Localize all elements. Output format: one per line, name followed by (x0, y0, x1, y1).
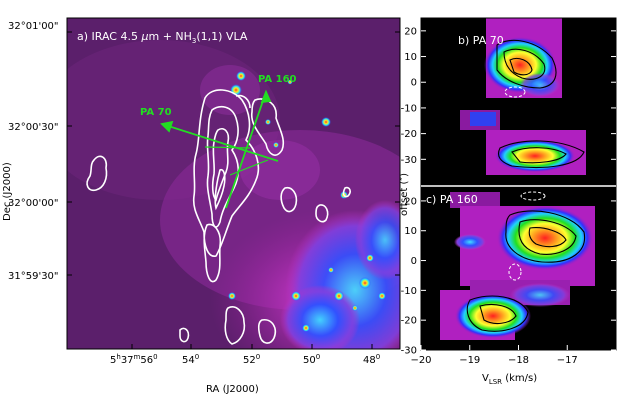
panel-c: c) PA 160 20 10 0 -10 -20 -30 −20 −19 −18 −17 VL… (401, 185, 617, 386)
panel-a-ticks (67, 31, 400, 349)
xtick-label: 540 (182, 353, 199, 366)
panel-a-xtick-labels: 5h37m560 540 520 500 480 (110, 353, 380, 366)
ytick-label: -10 (401, 103, 417, 114)
cut-line-pa-160 (225, 91, 267, 209)
panel-c-title: c) PA 160 (426, 193, 478, 206)
xtick-label: −20 (410, 355, 431, 366)
panel-b: b) PA 70 20 10 0 -10 -20 -30 offset (″) (399, 17, 617, 216)
ytick-label: 31°59'30" (8, 271, 59, 282)
xtick-label: −18 (508, 355, 529, 366)
ytick-label: -20 (401, 129, 417, 140)
pv-peak-c-lower (455, 294, 531, 338)
ytick-label: 0 (411, 78, 417, 89)
ytick-label: -10 (401, 286, 417, 297)
panel-b-image (421, 18, 616, 185)
panel-c-xlabel: VLSR (km/s) (482, 373, 537, 386)
cut-label-pa-70: PA 70 (140, 107, 172, 118)
panel-b-title: b) PA 70 (458, 34, 504, 47)
panel-a-title: a) IRAC 4.5 μm + NH3(1,1) VLA (77, 30, 248, 45)
xtick-label: 480 (363, 353, 380, 366)
ytick-label: -20 (401, 316, 417, 327)
xtick-label: −19 (459, 355, 480, 366)
panel-c-yaxis: 20 10 0 -10 -20 -30 (401, 196, 616, 357)
xtick-label: 500 (303, 353, 320, 366)
panel-b-ylabel: offset (″) (399, 173, 410, 216)
pv-peak-b-lower (495, 140, 575, 172)
panel-a-image (67, 18, 400, 349)
panel-a-ytick-labels: 32°01'00" 32°00'30" 32°00'00" 31°59'30" (8, 21, 59, 282)
cut-line-pa-70 (161, 123, 279, 162)
cut-arrow-pa-70 (160, 120, 174, 133)
xtick-label: 5h37m560 (110, 353, 158, 366)
ytick-label: 10 (404, 226, 417, 237)
ytick-label: -30 (401, 346, 417, 357)
panel-a-xlabel: RA (J2000) (206, 384, 259, 395)
panel-a-ylabel: Dec (J2000) (2, 162, 13, 221)
xtick-label: −17 (557, 355, 578, 366)
cut-arrow-pa-160 (260, 89, 272, 104)
ytick-label: 32°00'00" (8, 198, 59, 209)
panel-c-image (421, 186, 616, 350)
pv-peak-c-upper (497, 206, 593, 270)
ytick-label: 0 (411, 256, 417, 267)
ytick-label: -30 (401, 155, 417, 166)
pv-cut-lines (160, 89, 279, 209)
cut-label-pa-160: PA 160 (258, 74, 297, 85)
panel-b-yaxis: 20 10 0 -10 -20 -30 (401, 26, 616, 166)
ytick-label: 10 (404, 52, 417, 63)
ytick-label: 32°01'00" (8, 21, 59, 32)
ytick-label: 20 (404, 196, 417, 207)
ytick-label: 20 (404, 26, 417, 37)
panel-a: a) IRAC 4.5 μm + NH3(1,1) VLA PA 70 PA 1… (2, 17, 401, 395)
xtick-label: 520 (243, 353, 260, 366)
panel-c-xaxis: −20 −19 −18 −17 (410, 345, 578, 366)
ytick-label: 32°00'30" (8, 122, 59, 133)
